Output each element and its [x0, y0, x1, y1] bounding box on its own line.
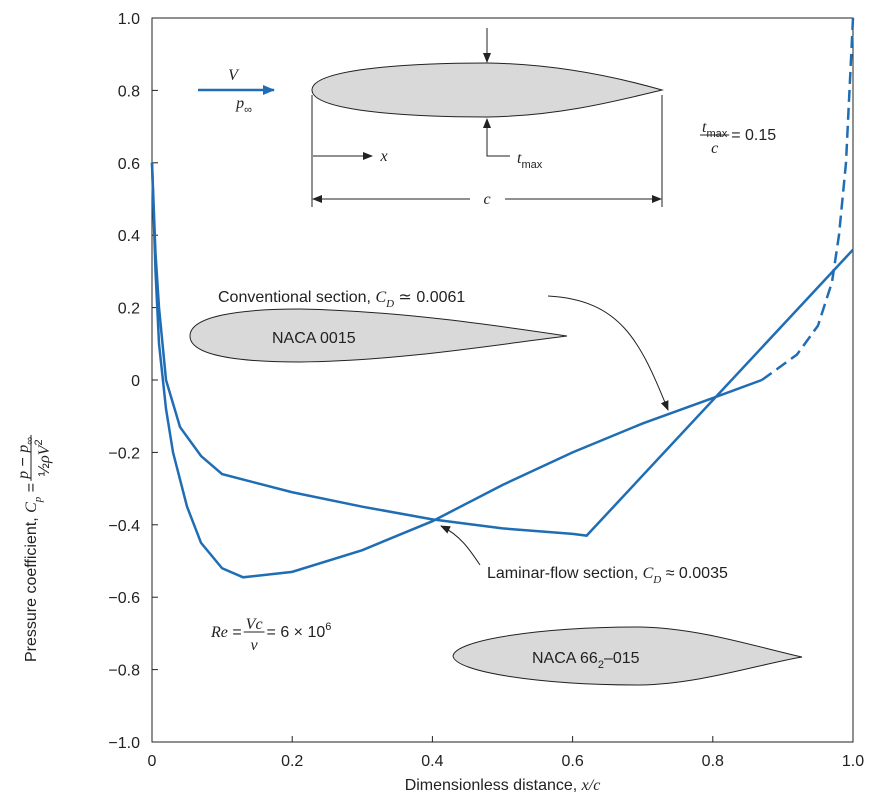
text: tmax	[517, 150, 543, 171]
text: ν	[251, 637, 259, 654]
x-tick-label: 1.0	[842, 753, 864, 770]
text-piece: max	[706, 128, 727, 140]
text-piece: Vc	[246, 616, 263, 633]
text-piece: ≃ 0.0061	[394, 289, 465, 306]
y-tick-label: 0.8	[118, 83, 140, 100]
text-piece: V	[228, 67, 240, 84]
text-piece: C	[375, 289, 386, 306]
x-tick-label: 0.2	[281, 753, 303, 770]
series-line	[150, 162, 763, 579]
text-piece: 6	[325, 621, 331, 633]
text-piece: c	[483, 191, 490, 208]
text-piece: p	[235, 95, 244, 112]
text-piece: ν	[251, 637, 259, 654]
series-line	[761, 17, 855, 382]
x-tick-label: 0.8	[702, 753, 724, 770]
text-piece: Dimensionless distance,	[405, 777, 582, 794]
y-tick-label: 0	[131, 373, 140, 390]
text-piece: =	[228, 624, 242, 641]
text-piece: D	[652, 574, 661, 586]
text: x	[379, 148, 387, 165]
text-piece: p	[15, 471, 32, 480]
x-tick-label: 0.6	[561, 753, 583, 770]
text-piece: 2	[598, 659, 604, 671]
y-tick-label: −1.0	[108, 735, 140, 752]
text: tmax	[702, 119, 728, 140]
text-piece: ρV	[36, 443, 53, 464]
x-tick-label: 0.4	[421, 753, 443, 770]
text: = 0.15	[731, 127, 776, 144]
y-tick-label: 0.6	[118, 156, 140, 173]
text-piece: –015	[604, 650, 640, 667]
text: Dimensionless distance, x/c	[405, 777, 601, 794]
y-tick-label: −0.6	[108, 590, 140, 607]
text-piece: 2	[33, 439, 45, 445]
text: c	[483, 191, 490, 208]
text: Re =	[210, 624, 242, 641]
text-piece: −	[15, 453, 32, 471]
text-piece: ≈ 0.0035	[661, 565, 728, 582]
text: = 6 × 106	[267, 621, 332, 641]
annotation-arrow	[547, 295, 669, 411]
airfoil-naca-0015	[189, 308, 568, 363]
text-piece: Pressure coefficient,	[23, 513, 40, 662]
y-tick-label: −0.4	[108, 518, 140, 535]
text-piece: C	[23, 502, 40, 513]
text-piece: NACA 66	[532, 650, 598, 667]
text: NACA 0015	[272, 330, 356, 347]
text: p∞	[235, 95, 252, 116]
text-piece: t	[702, 119, 707, 136]
text-piece: c	[711, 140, 718, 157]
text-piece: D	[385, 298, 394, 310]
y-tick-label: 0.4	[118, 228, 140, 245]
y-tick-label: −0.8	[108, 663, 140, 680]
text: Vc	[246, 616, 263, 633]
text-piece: Re	[210, 624, 228, 641]
text-piece: ∞	[24, 437, 36, 445]
text-piece: x/c	[581, 777, 601, 794]
text-piece: = 0.15	[731, 127, 776, 144]
y-axis-label: Pressure coefficient, Cp = p − p∞½ρV2	[15, 434, 53, 662]
x-tick-label: 0	[148, 753, 157, 770]
text-piece: = 6 × 10	[267, 624, 326, 641]
y-tick-label: −0.2	[108, 445, 140, 462]
text-piece: p	[32, 496, 44, 503]
text: p − p∞	[15, 437, 36, 480]
text-piece: C	[643, 565, 654, 582]
text-piece: ½	[36, 463, 53, 476]
text-piece: max	[521, 159, 542, 171]
text: Pressure coefficient, Cp =	[23, 483, 44, 662]
y-tick-label: 1.0	[118, 11, 140, 28]
text: V	[228, 67, 240, 84]
text-piece: ∞	[244, 104, 252, 116]
text-piece: t	[517, 150, 522, 167]
airfoil-naca-66	[452, 626, 803, 686]
annotation-arrow	[440, 525, 481, 566]
text: Conventional section, CD ≃ 0.0061	[218, 289, 465, 310]
dimension-lines	[311, 28, 663, 207]
airfoil-diagram	[311, 62, 664, 118]
text: ½ρV2	[33, 439, 53, 476]
text-piece: Laminar-flow section,	[487, 565, 643, 582]
text: c	[711, 140, 718, 157]
text: NACA 662–015	[532, 650, 640, 671]
text-piece: =	[23, 483, 40, 497]
text-piece: p	[15, 445, 32, 454]
text-piece: x	[379, 148, 387, 165]
series-line	[150, 162, 854, 537]
text-piece: NACA 0015	[272, 330, 356, 347]
text-piece: Conventional section,	[218, 289, 375, 306]
y-tick-label: 0.2	[118, 301, 140, 318]
text: Laminar-flow section, CD ≈ 0.0035	[487, 565, 728, 586]
